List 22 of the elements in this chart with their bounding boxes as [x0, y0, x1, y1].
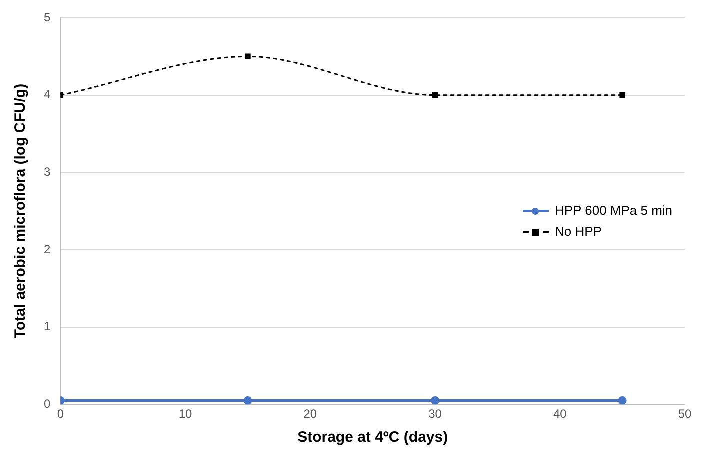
y-tick-label: 4: [44, 88, 51, 102]
x-tick-label: 30: [428, 407, 442, 422]
point: [432, 92, 438, 98]
point: [620, 92, 626, 98]
x-tick-label: 10: [178, 407, 193, 422]
y-tick-label: 5: [44, 10, 51, 24]
point: [618, 396, 627, 405]
legend-label: HPP 600 MPa 5 min: [555, 203, 673, 218]
point: [245, 54, 251, 60]
x-tick-label: 0: [57, 407, 64, 422]
x-tick-label: 20: [304, 407, 318, 422]
x-tick-label: 50: [678, 407, 692, 422]
point: [244, 396, 252, 405]
y-tick-label: 2: [44, 242, 51, 256]
y-axis-title: Total aerobic microflora (log CFU/g): [12, 84, 30, 339]
y-tick-label: 3: [44, 164, 51, 179]
point: [431, 396, 440, 405]
x-axis-title: Storage at 4ºC (days): [298, 429, 448, 446]
y-tick-label: 1: [44, 320, 51, 334]
y-tick-label: 0: [44, 396, 51, 411]
x-tick-label: 40: [553, 407, 568, 422]
legend-label: No HPP: [555, 224, 602, 240]
